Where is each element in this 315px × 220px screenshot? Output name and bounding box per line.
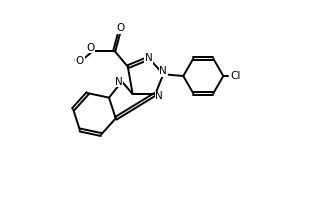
Text: N: N [159,66,167,76]
Text: O: O [116,23,124,33]
Text: Cl: Cl [231,71,241,81]
Text: N: N [155,91,163,101]
Text: O: O [73,56,81,66]
Text: O: O [87,43,95,53]
Text: O: O [76,56,84,66]
Text: N: N [115,77,123,86]
Text: N: N [145,53,153,63]
